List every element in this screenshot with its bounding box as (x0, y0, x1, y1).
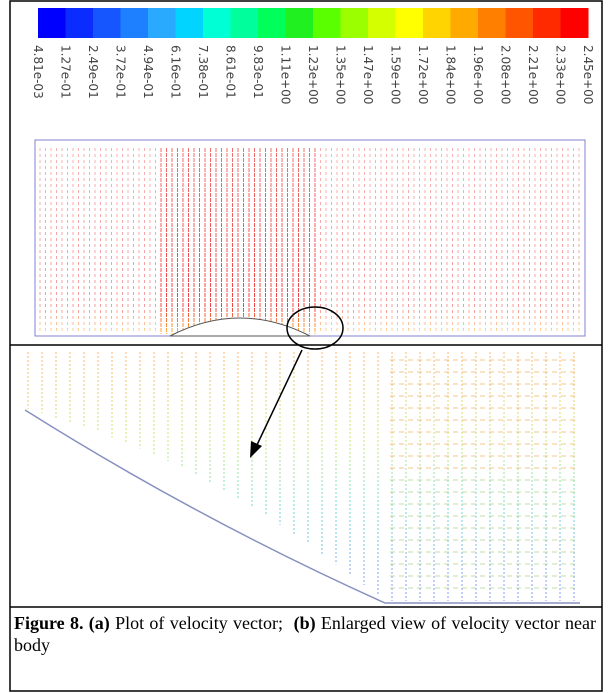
color-swatch (368, 8, 396, 38)
color-swatch (93, 8, 121, 38)
colorbar-label: 1.47e+00 (361, 45, 375, 104)
color-swatch (560, 8, 589, 38)
colorbar-label: 2.33e+00 (554, 45, 568, 104)
colorbar-label: 2.21e+00 (526, 45, 540, 104)
colorbar-label: 6.16e-01 (169, 45, 183, 99)
colorbar-label: 1.72e+00 (416, 45, 430, 104)
colorbar-label: 1.59e+00 (389, 45, 403, 104)
caption-part: (b) (293, 613, 316, 633)
colorbar-label: 2.08e+00 (499, 45, 513, 104)
color-swatch (38, 8, 66, 38)
color-swatch (65, 8, 94, 38)
arrow-line (255, 349, 303, 448)
colorbar-label: 8.61e-01 (224, 45, 238, 99)
colorbar-label: 1.27e-01 (59, 45, 73, 99)
color-swatch (423, 8, 451, 38)
vector-plot-b (27, 352, 578, 601)
caption-text: Enlarged view of velocity vector near bo… (14, 613, 597, 655)
colorbar-label: 4.81e-03 (31, 45, 45, 99)
color-swatch (395, 8, 424, 38)
colorbar-label: 9.83e-01 (251, 45, 265, 99)
caption-label: Figure 8. (14, 613, 84, 633)
arrow-head (250, 441, 262, 458)
colorbar: 4.81e-03 1.27e-01 2.49e-01 3.72e-01 4.94e-01… (31, 8, 595, 104)
colorbar-label: 1.23e+00 (306, 45, 320, 104)
color-swatch (203, 8, 231, 38)
color-swatch (340, 8, 369, 38)
caption: Figure 8. (a) Plot of velocity vector; (… (14, 612, 596, 656)
colorbar-label: 4.94e-01 (141, 45, 155, 99)
color-swatch (120, 8, 149, 38)
color-swatch (175, 8, 204, 38)
caption-part: (a) (88, 613, 110, 633)
colorbar-label: 1.35e+00 (334, 45, 348, 104)
colorbar-label: 2.45e+00 (581, 45, 595, 104)
zoom-circle (286, 306, 344, 350)
body (169, 317, 311, 337)
colorbar-label: 3.72e-01 (114, 45, 128, 99)
color-swatch (148, 8, 176, 38)
body-surface (24, 409, 580, 604)
caption-text: Plot of velocity vector; (115, 613, 283, 633)
vector-plot-a (39, 148, 580, 334)
colorbar-label: 2.49e-01 (86, 45, 100, 99)
color-swatch (533, 8, 561, 38)
color-swatch (313, 8, 341, 38)
color-swatch (505, 8, 534, 38)
colorbar-label: 1.11e+00 (279, 45, 293, 104)
color-swatch (230, 8, 259, 38)
color-swatch (258, 8, 286, 38)
color-swatch (285, 8, 314, 38)
colorbar-label: 7.38e-01 (196, 45, 210, 99)
color-swatch (478, 8, 506, 38)
outer-border (9, 0, 603, 692)
colorbar-label: 1.96e+00 (471, 45, 485, 104)
color-swatch (450, 8, 479, 38)
colorbar-label: 1.84e+00 (444, 45, 458, 104)
